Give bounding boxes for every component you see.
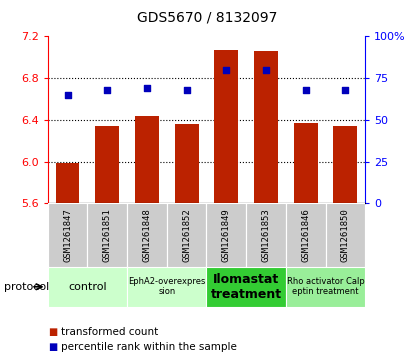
Text: GSM1261849: GSM1261849 bbox=[222, 208, 231, 262]
Text: GSM1261846: GSM1261846 bbox=[301, 208, 310, 262]
Bar bbox=[175, 124, 198, 203]
Bar bbox=[215, 50, 238, 203]
Bar bbox=[286, 267, 365, 307]
Point bbox=[223, 67, 229, 73]
Bar bbox=[254, 51, 278, 203]
Text: ■: ■ bbox=[48, 327, 57, 337]
Bar bbox=[127, 203, 167, 267]
Text: GSM1261848: GSM1261848 bbox=[142, 208, 151, 262]
Bar bbox=[167, 203, 207, 267]
Bar bbox=[294, 123, 317, 203]
Text: percentile rank within the sample: percentile rank within the sample bbox=[61, 342, 237, 352]
Bar bbox=[246, 203, 286, 267]
Text: Ilomastat
treatment: Ilomastat treatment bbox=[210, 273, 282, 301]
Point bbox=[144, 85, 150, 91]
Text: control: control bbox=[68, 282, 107, 292]
Bar bbox=[88, 203, 127, 267]
Text: ■: ■ bbox=[48, 342, 57, 352]
Bar bbox=[325, 203, 365, 267]
Bar bbox=[135, 115, 159, 203]
Text: GSM1261852: GSM1261852 bbox=[182, 208, 191, 262]
Text: GSM1261851: GSM1261851 bbox=[103, 208, 112, 262]
Point bbox=[342, 87, 349, 93]
Text: GSM1261847: GSM1261847 bbox=[63, 208, 72, 262]
Bar bbox=[286, 203, 325, 267]
Point bbox=[64, 92, 71, 98]
Bar bbox=[48, 203, 88, 267]
Text: GSM1261853: GSM1261853 bbox=[261, 208, 271, 262]
Text: GSM1261850: GSM1261850 bbox=[341, 208, 350, 262]
Text: Rho activator Calp
eptin treatment: Rho activator Calp eptin treatment bbox=[287, 277, 364, 297]
Text: EphA2-overexpres
sion: EphA2-overexpres sion bbox=[128, 277, 205, 297]
Bar bbox=[207, 267, 286, 307]
Bar bbox=[333, 126, 357, 203]
Point bbox=[183, 87, 190, 93]
Point bbox=[303, 87, 309, 93]
Text: protocol: protocol bbox=[4, 282, 49, 292]
Text: GDS5670 / 8132097: GDS5670 / 8132097 bbox=[137, 11, 278, 25]
Point bbox=[104, 87, 110, 93]
Bar bbox=[207, 203, 246, 267]
Text: transformed count: transformed count bbox=[61, 327, 159, 337]
Bar bbox=[48, 267, 127, 307]
Bar bbox=[95, 126, 119, 203]
Bar bbox=[56, 163, 80, 203]
Bar bbox=[127, 267, 207, 307]
Point bbox=[263, 67, 269, 73]
